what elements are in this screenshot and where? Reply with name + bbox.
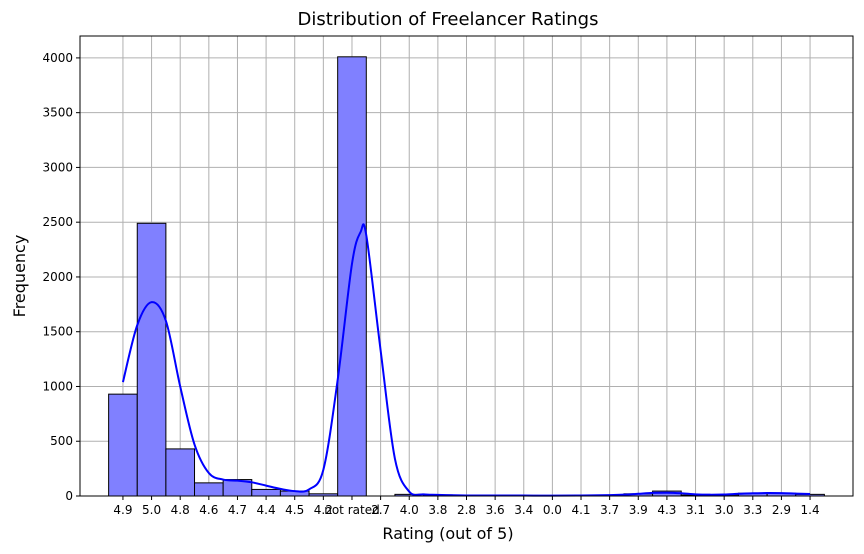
x-tick-label: 3.8 — [428, 503, 447, 517]
histogram-bar — [337, 56, 367, 497]
y-tick-label: 500 — [50, 434, 73, 448]
y-axis-label: Frequency — [10, 235, 29, 318]
x-tick-label: 4.5 — [285, 503, 304, 517]
x-tick-label: 3.0 — [715, 503, 734, 517]
x-tick-label: 2.8 — [457, 503, 476, 517]
y-tick-label: 4000 — [42, 51, 73, 65]
histogram-bar — [108, 393, 138, 497]
y-tick-label: 2500 — [42, 215, 73, 229]
grid — [80, 36, 853, 497]
x-tick-label: 4.0 — [400, 503, 419, 517]
x-tick-label: 2.7 — [371, 503, 390, 517]
histogram-bar — [251, 488, 281, 497]
x-tick-label: 2.9 — [772, 503, 791, 517]
x-tick-label: 4.7 — [228, 503, 247, 517]
y-tick-label: 3000 — [42, 160, 73, 174]
y-axis-ticks: 0 500 1000 1500 2000 2500 3000 3500 4000 — [42, 51, 80, 503]
x-tick-label: 4.9 — [113, 503, 132, 517]
histogram-bar — [136, 222, 167, 497]
x-tick-label: 3.9 — [629, 503, 648, 517]
x-tick-label: 3.1 — [686, 503, 705, 517]
x-tick-label: 4.2 — [314, 503, 333, 517]
x-axis-label: Rating (out of 5) — [382, 524, 513, 543]
x-tick-label: 3.7 — [600, 503, 619, 517]
histogram-bar — [194, 482, 224, 497]
x-tick-label: 3.3 — [743, 503, 762, 517]
histogram-bar — [165, 448, 196, 497]
chart-title: Distribution of Freelancer Ratings — [298, 9, 599, 30]
x-tick-label: 1.4 — [801, 503, 820, 517]
x-tick-label: 0.0 — [543, 503, 562, 517]
x-tick-label: 4.8 — [171, 503, 190, 517]
y-tick-label: 3500 — [42, 106, 73, 120]
x-tick-label: 5.0 — [142, 503, 161, 517]
y-tick-label: 1500 — [42, 325, 73, 339]
kde-curve — [121, 223, 811, 497]
bars — [108, 56, 825, 497]
x-tick-label: not rated — [324, 503, 379, 517]
x-tick-label: 3.4 — [514, 503, 533, 517]
x-tick-label: 4.4 — [257, 503, 276, 517]
y-tick-label: 0 — [65, 489, 73, 503]
x-tick-label: 4.6 — [199, 503, 218, 517]
x-tick-label: 4.3 — [657, 503, 676, 517]
x-tick-label: 4.1 — [571, 503, 590, 517]
y-tick-label: 1000 — [42, 379, 73, 393]
x-tick-label: 3.6 — [486, 503, 505, 517]
y-tick-label: 2000 — [42, 270, 73, 284]
